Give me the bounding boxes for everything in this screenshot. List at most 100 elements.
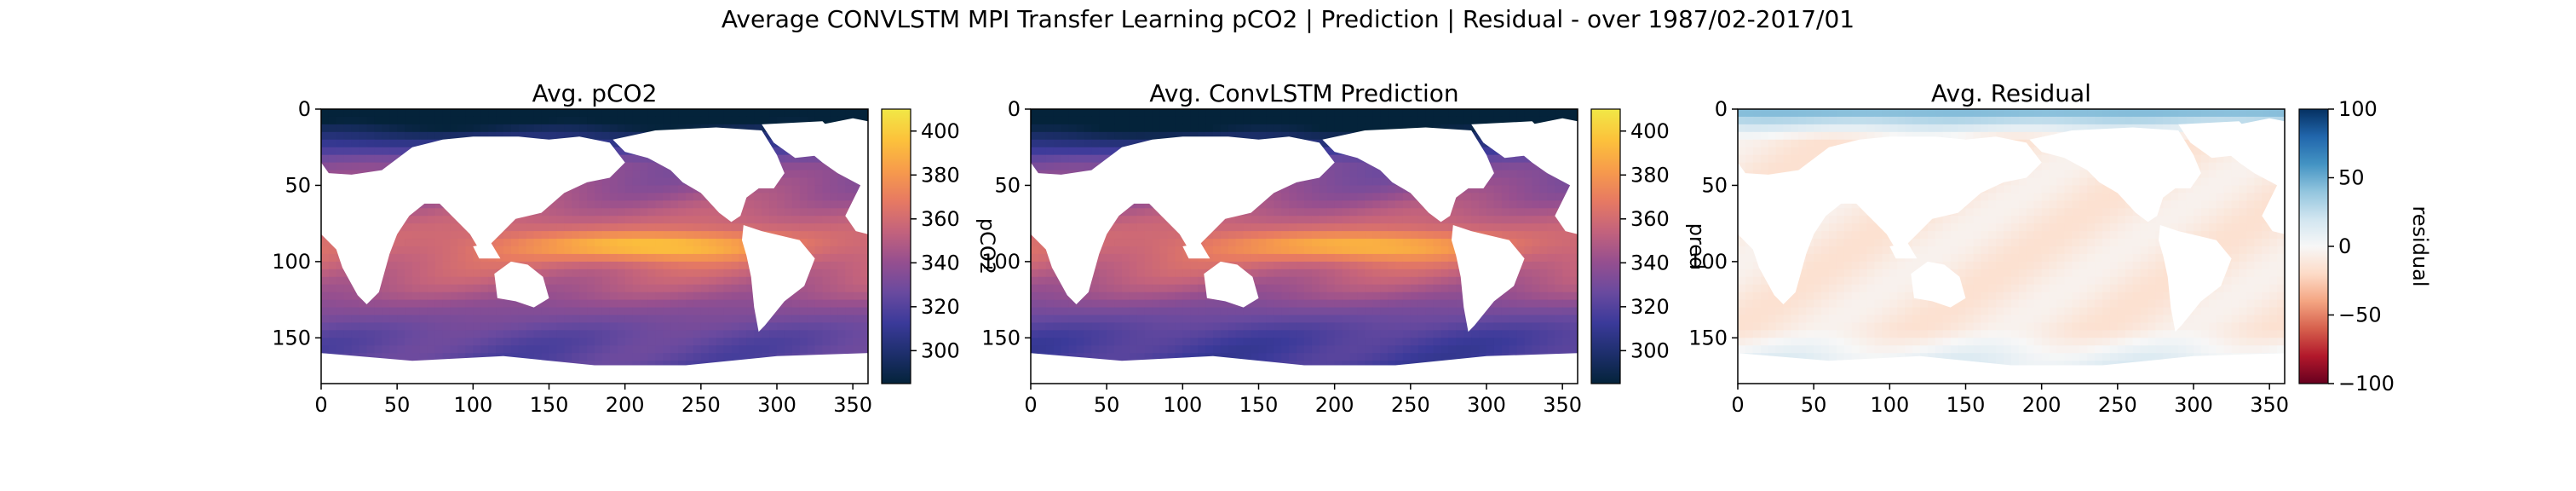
heatmap-cell	[321, 139, 330, 148]
heatmap-cell	[1395, 239, 1404, 247]
heatmap-cell	[587, 299, 595, 309]
heatmap-cell	[1061, 315, 1070, 324]
heatmap-cell	[1471, 131, 1480, 141]
heatmap-cell	[1532, 185, 1541, 194]
heatmap-cell	[572, 246, 580, 255]
heatmap-cell	[1365, 116, 1373, 125]
heatmap-cell	[686, 284, 694, 293]
heatmap-cell	[1061, 162, 1070, 171]
heatmap-cell	[1334, 124, 1343, 133]
heatmap-cell	[579, 269, 588, 278]
heatmap-cell	[617, 345, 626, 354]
heatmap-cell	[434, 239, 444, 247]
heatmap-cell	[1380, 322, 1389, 331]
heatmap-cell	[503, 124, 512, 133]
heatmap-cell	[799, 239, 808, 247]
heatmap-cell	[784, 216, 793, 224]
heatmap-cell	[412, 131, 421, 141]
heatmap-cell	[1486, 193, 1495, 201]
heatmap-cell	[1425, 284, 1435, 293]
heatmap-cell	[791, 200, 801, 209]
heatmap-cell	[716, 116, 725, 125]
heatmap-cell	[1334, 353, 1343, 361]
heatmap-cell	[1425, 292, 1435, 301]
heatmap-cell	[579, 131, 588, 141]
heatmap-cell	[1539, 299, 1548, 309]
heatmap-cell	[1281, 216, 1290, 224]
heatmap-cell	[450, 223, 459, 232]
heatmap-cell	[564, 338, 572, 346]
heatmap-cell	[1144, 223, 1153, 232]
heatmap-cell	[853, 246, 861, 255]
heatmap-cell	[784, 345, 793, 354]
heatmap-cell	[442, 131, 451, 141]
heatmap-cell	[1297, 284, 1305, 293]
heatmap-cell	[1456, 276, 1464, 286]
heatmap-cell	[1402, 353, 1412, 361]
heatmap-cell	[1114, 307, 1123, 316]
heatmap-cell	[389, 338, 398, 346]
heatmap-cell	[1524, 239, 1533, 247]
heatmap-cell	[708, 315, 717, 324]
heatmap-cell	[1357, 109, 1366, 118]
heatmap-cell	[686, 239, 694, 247]
heatmap-cell	[374, 124, 382, 133]
heatmap-cell	[480, 261, 489, 270]
heatmap-cell	[1395, 299, 1404, 309]
heatmap-cell	[1167, 276, 1176, 286]
heatmap-cell	[579, 109, 588, 118]
heatmap-cell	[556, 269, 565, 278]
heatmap-cell	[640, 162, 649, 171]
heatmap-cell	[405, 116, 413, 125]
heatmap-cell	[601, 292, 611, 301]
heatmap-cell	[845, 200, 854, 209]
heatmap-cell	[442, 223, 451, 232]
heatmap-cell	[814, 216, 824, 224]
heatmap-cell	[647, 109, 656, 118]
heatmap-cell	[837, 299, 846, 309]
heatmap-cell	[1516, 200, 1526, 209]
heatmap-cell	[1084, 292, 1092, 301]
heatmap-cell	[807, 177, 816, 187]
heatmap-cell	[1388, 208, 1396, 217]
heatmap-cell	[1516, 170, 1526, 179]
heatmap-cell	[837, 292, 846, 301]
heatmap-cell	[1031, 253, 1039, 263]
heatmap-cell	[1349, 330, 1359, 338]
heatmap-cell	[670, 345, 679, 354]
heatmap-cell	[1099, 109, 1107, 118]
heatmap-cell	[1417, 246, 1427, 255]
heatmap-cell	[700, 109, 710, 118]
heatmap-cell	[601, 246, 611, 255]
heatmap-cell	[419, 322, 428, 331]
heatmap-cell	[427, 330, 436, 338]
heatmap-cell	[1182, 330, 1191, 338]
heatmap-cell	[1297, 338, 1305, 346]
heatmap-cell	[1289, 193, 1297, 201]
heatmap-cell	[1388, 216, 1396, 224]
heatmap-cell	[1425, 223, 1435, 232]
heatmap-cell	[1357, 284, 1366, 293]
heatmap-cell	[807, 170, 816, 179]
heatmap-cell	[1365, 353, 1373, 361]
heatmap-cell	[1243, 231, 1252, 240]
heatmap-cell	[601, 322, 611, 331]
heatmap-cell	[769, 223, 778, 232]
heatmap-cell	[670, 177, 679, 187]
heatmap-cell	[1319, 139, 1328, 148]
heatmap-cell	[1175, 292, 1183, 301]
heatmap-cell	[670, 253, 679, 263]
heatmap-cell	[678, 338, 687, 346]
heatmap-cell	[496, 231, 504, 240]
heatmap-cell	[739, 330, 747, 338]
heatmap-cell	[556, 330, 565, 338]
heatmap-cell	[1235, 109, 1245, 118]
heatmap-cell	[624, 116, 634, 125]
heatmap-cell	[1304, 185, 1313, 194]
heatmap-cell	[434, 276, 444, 286]
heatmap-cell	[670, 315, 679, 324]
heatmap-cell	[1304, 276, 1313, 286]
heatmap-cell	[1182, 276, 1191, 286]
heatmap-cell	[640, 353, 649, 361]
heatmap-cell	[624, 177, 634, 187]
